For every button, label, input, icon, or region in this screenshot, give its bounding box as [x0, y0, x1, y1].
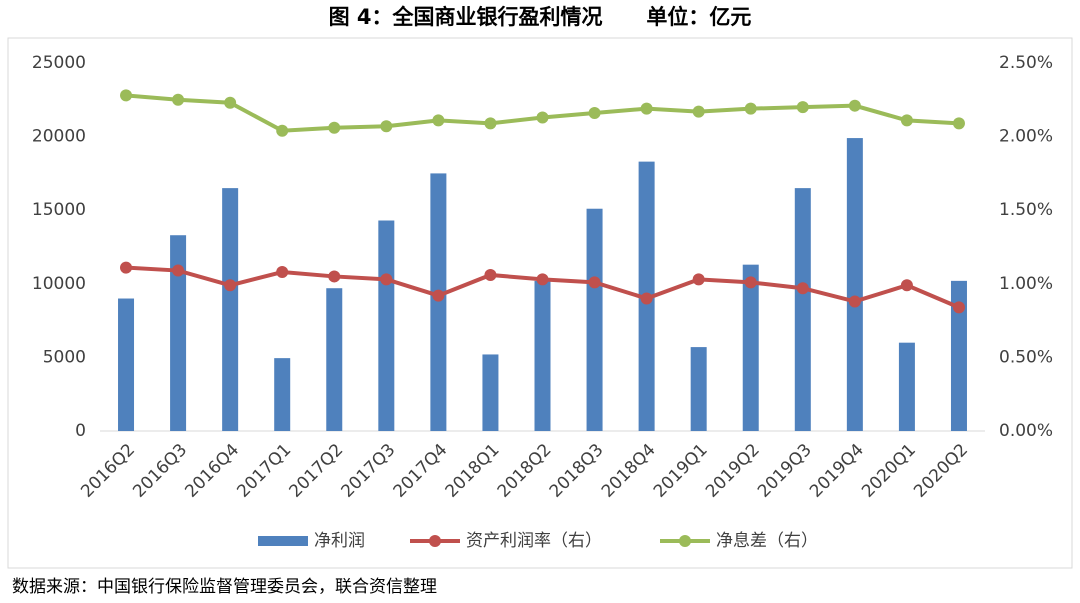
- marker: [952, 301, 965, 314]
- y2-tick-label: 1.50%: [999, 200, 1053, 220]
- bar: [222, 188, 239, 431]
- bar: [170, 235, 187, 431]
- marker: [484, 268, 497, 281]
- y-tick-label: 0: [75, 421, 86, 441]
- y-tick-label: 20000: [32, 127, 86, 147]
- bar: [326, 288, 343, 431]
- marker: [536, 111, 549, 124]
- bar: [742, 264, 759, 431]
- x-tick-label: 2016Q4: [181, 440, 243, 502]
- source-note: 数据来源：中国银行保险监督管理委员会，联合资信整理: [12, 577, 437, 597]
- bar: [846, 138, 863, 431]
- x-tick-label: 2016Q2: [77, 440, 139, 502]
- legend-label: 资产利润率（右）: [466, 531, 602, 551]
- marker: [536, 273, 549, 286]
- x-tick-label: 2019Q3: [754, 440, 816, 502]
- marker: [328, 270, 341, 283]
- bar: [118, 298, 135, 431]
- x-tick-label: 2018Q2: [494, 440, 556, 502]
- marker: [640, 102, 653, 115]
- marker: [380, 120, 393, 133]
- bar: [534, 280, 551, 431]
- x-tick-label: 2019Q4: [806, 440, 868, 502]
- marker: [432, 114, 445, 127]
- legend-swatch: [679, 535, 691, 547]
- y2-tick-label: 2.50%: [999, 53, 1053, 73]
- marker: [120, 261, 133, 274]
- marker: [692, 105, 705, 118]
- x-tick-label: 2018Q1: [442, 440, 504, 502]
- chart-border: [7, 37, 1073, 569]
- marker: [848, 99, 861, 112]
- marker: [172, 264, 185, 277]
- marker: [588, 107, 601, 120]
- marker: [952, 117, 965, 130]
- x-tick-label: 2020Q1: [858, 440, 920, 502]
- x-tick-label: 2019Q2: [702, 440, 764, 502]
- bar: [430, 173, 447, 431]
- marker: [744, 276, 757, 289]
- marker: [588, 276, 601, 289]
- legend-swatch: [258, 536, 308, 546]
- marker: [120, 89, 133, 102]
- marker: [224, 279, 237, 292]
- bar: [950, 280, 967, 431]
- marker: [172, 93, 185, 106]
- marker: [640, 292, 653, 305]
- y-tick-label: 25000: [32, 53, 86, 73]
- y2-tick-label: 2.00%: [999, 127, 1053, 147]
- x-tick-label: 2017Q4: [390, 440, 452, 502]
- y2-tick-label: 1.00%: [999, 274, 1053, 294]
- x-tick-label: 2018Q4: [598, 440, 660, 502]
- bar: [274, 358, 291, 431]
- x-tick-label: 2016Q3: [129, 440, 191, 502]
- legend-swatch: [429, 535, 441, 547]
- marker: [432, 289, 445, 302]
- y2-tick-label: 0.50%: [999, 347, 1053, 367]
- x-tick-label: 2017Q3: [338, 440, 400, 502]
- bar: [898, 342, 915, 431]
- bar: [482, 354, 499, 431]
- marker: [484, 117, 497, 130]
- x-tick-label: 2017Q2: [285, 440, 347, 502]
- marker: [224, 96, 237, 109]
- y-tick-label: 15000: [32, 200, 86, 220]
- legend-label: 净息差（右）: [716, 531, 818, 551]
- y-tick-label: 5000: [43, 347, 86, 367]
- legend-label: 净利润: [314, 531, 365, 551]
- bar: [586, 208, 603, 431]
- x-tick-label: 2018Q3: [546, 440, 608, 502]
- bar: [794, 188, 811, 431]
- x-tick-label: 2017Q1: [233, 440, 295, 502]
- marker: [328, 121, 341, 134]
- y2-tick-label: 0.00%: [999, 421, 1053, 441]
- bar: [378, 220, 395, 431]
- x-tick-label: 2019Q1: [650, 440, 712, 502]
- marker: [744, 102, 757, 115]
- x-tick-label: 2020Q2: [910, 440, 972, 502]
- y-tick-label: 10000: [32, 274, 86, 294]
- marker: [276, 266, 289, 279]
- marker: [796, 282, 809, 295]
- marker: [900, 279, 913, 292]
- marker: [692, 273, 705, 286]
- marker: [276, 124, 289, 137]
- marker: [796, 101, 809, 114]
- bar: [690, 347, 707, 431]
- marker: [848, 295, 861, 308]
- marker: [380, 273, 393, 286]
- marker: [900, 114, 913, 127]
- chart-title: 图 4：全国商业银行盈利情况 单位：亿元: [329, 5, 752, 29]
